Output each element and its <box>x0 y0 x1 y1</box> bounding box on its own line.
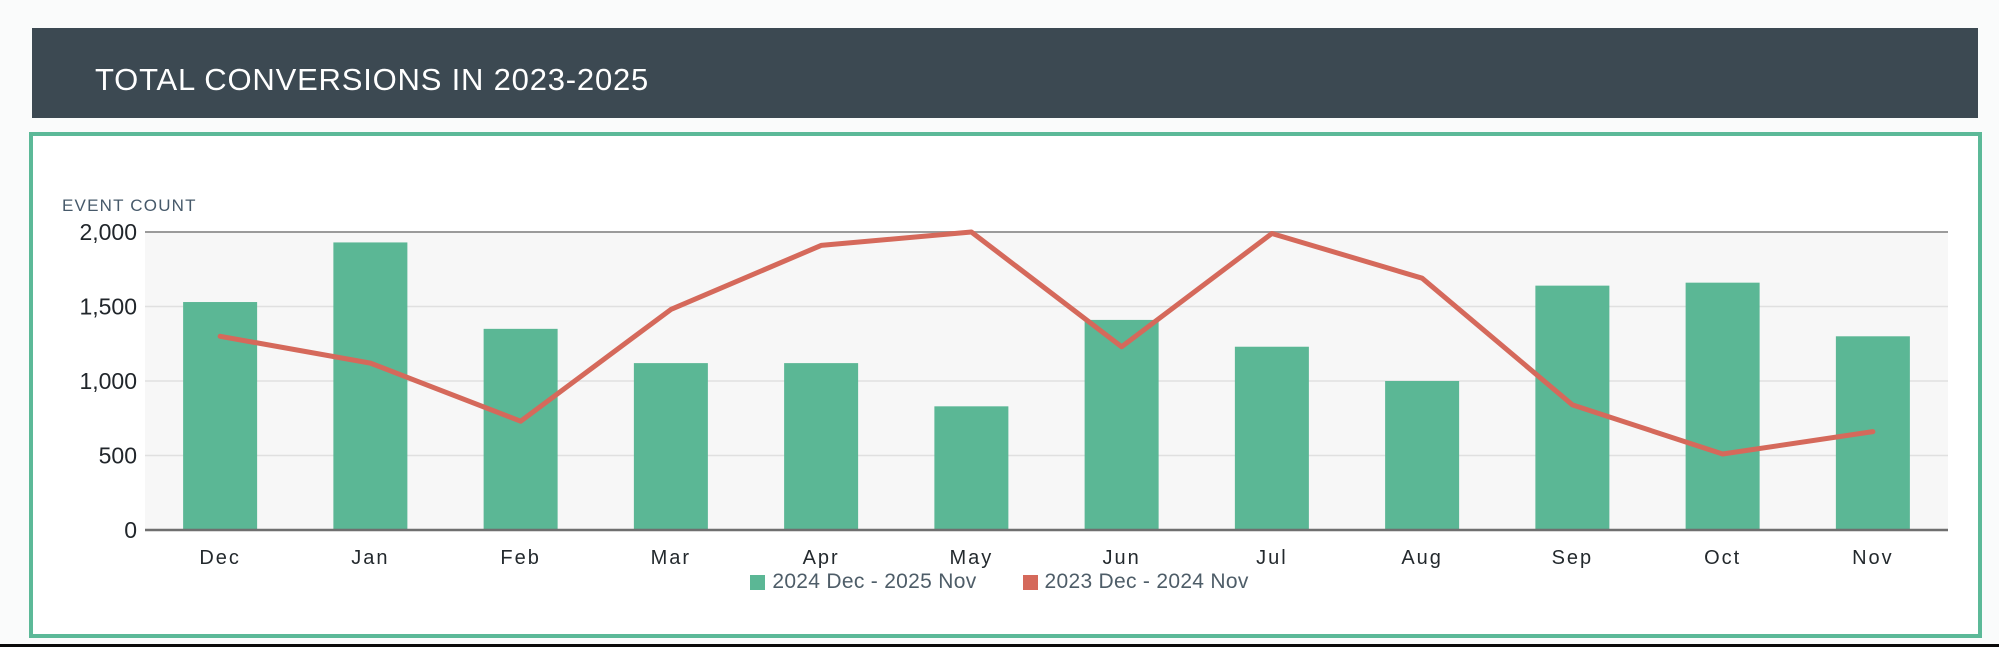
x-tick-label-aug: Aug <box>1401 547 1443 569</box>
x-tick-label-feb: Feb <box>500 547 540 569</box>
legend-item-2024[interactable]: 2024 Dec - 2025 Nov <box>750 570 976 594</box>
y-tick-label-0: 0 <box>124 517 137 543</box>
bar-sep[interactable] <box>1535 285 1610 530</box>
line-series-2023-2024[interactable] <box>217 229 1876 457</box>
bar-jul[interactable] <box>1234 346 1309 530</box>
x-tick-label-may: May <box>949 547 993 569</box>
y-tick-label-2000: 2,000 <box>79 219 137 245</box>
legend-label-2024: 2024 Dec - 2025 Nov <box>772 570 977 593</box>
x-tick-label-nov: Nov <box>1852 547 1894 569</box>
x-tick-label-apr: Apr <box>803 547 840 569</box>
card-header: TOTAL CONVERSIONS IN 2023-2025 <box>32 28 1978 118</box>
x-tick-label-dec: Dec <box>199 547 241 569</box>
x-tick-label-jun: Jun <box>1103 547 1141 569</box>
page-title: TOTAL CONVERSIONS IN 2023-2025 <box>95 62 650 97</box>
bar-oct[interactable] <box>1685 282 1760 530</box>
x-tick-label-jul: Jul <box>1256 547 1288 569</box>
bar-may[interactable] <box>934 406 1009 530</box>
y-tick-label-1000: 1,000 <box>79 368 137 394</box>
bar-feb[interactable] <box>483 328 558 530</box>
bar-jan[interactable] <box>333 242 408 530</box>
x-tick-label-jan: Jan <box>351 547 389 569</box>
x-tick-label-sep: Sep <box>1552 547 1594 569</box>
y-tick-label-500: 500 <box>99 443 137 469</box>
y-axis-title: EVENT COUNT <box>62 196 197 215</box>
legend-label-2023: 2023 Dec - 2024 Nov <box>1044 570 1249 593</box>
chart-legend: 2024 Dec - 2025 Nov 2023 Dec - 2024 Nov <box>0 570 1999 594</box>
x-tick-label-oct: Oct <box>1704 547 1741 569</box>
bar-jun[interactable] <box>1084 319 1159 530</box>
bar-mar[interactable] <box>633 363 708 530</box>
bottom-divider <box>0 644 1999 647</box>
bar-apr[interactable] <box>784 363 859 530</box>
legend-swatch-2023 <box>1022 574 1038 590</box>
legend-swatch-2024 <box>750 574 766 590</box>
legend-item-2023[interactable]: 2023 Dec - 2024 Nov <box>1022 570 1249 594</box>
x-tick-label-mar: Mar <box>651 547 691 569</box>
bar-aug[interactable] <box>1385 381 1460 530</box>
y-tick-label-1500: 1,500 <box>79 294 137 320</box>
